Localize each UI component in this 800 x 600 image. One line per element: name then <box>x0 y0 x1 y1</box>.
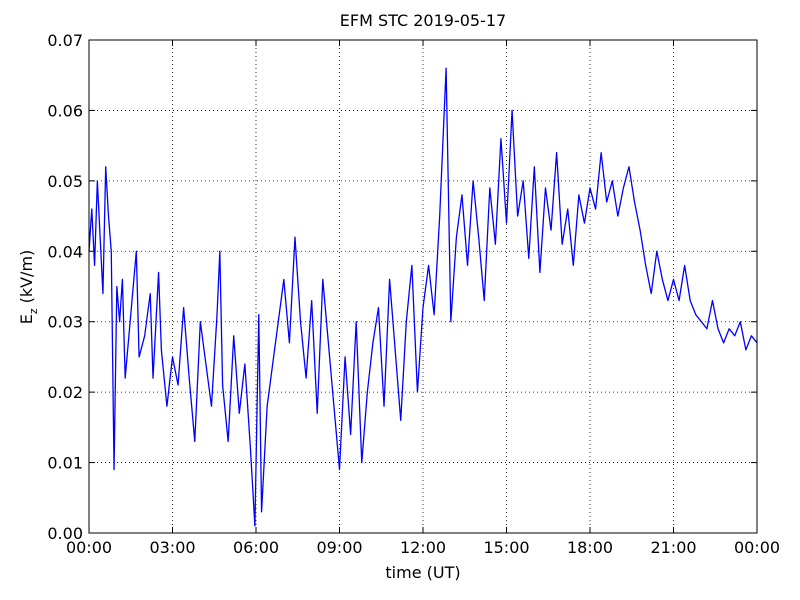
x-tick-label: 03:00 <box>149 538 195 557</box>
y-tick-label: 0.00 <box>47 524 83 543</box>
x-tick-label: 12:00 <box>400 538 446 557</box>
chart-title: EFM STC 2019-05-17 <box>340 11 506 30</box>
y-axis-label: Ez (kV/m) <box>17 250 40 325</box>
y-tick-label: 0.04 <box>47 242 83 261</box>
x-tick-label: 18:00 <box>567 538 613 557</box>
y-tick-label: 0.03 <box>47 313 83 332</box>
y-label-unit: (kV/m) <box>17 250 36 304</box>
x-tick-label: 00:00 <box>734 538 780 557</box>
y-label-sub: z <box>27 308 40 314</box>
x-tick-label: 15:00 <box>483 538 529 557</box>
y-tick-label: 0.05 <box>47 172 83 191</box>
data-line <box>88 67 758 527</box>
y-tick-label: 0.02 <box>47 383 83 402</box>
x-tick-label: 09:00 <box>316 538 362 557</box>
x-tick-label: 21:00 <box>650 538 696 557</box>
y-tick-label: 0.01 <box>47 454 83 473</box>
x-tick-label: 06:00 <box>233 538 279 557</box>
plot-frame <box>88 39 758 534</box>
y-tick-label: 0.07 <box>47 31 83 50</box>
x-tick-label: 00:00 <box>66 538 112 557</box>
y-tick-label: 0.06 <box>47 101 83 120</box>
x-axis-label: time (UT) <box>385 563 460 582</box>
y-label-base: E <box>17 314 36 324</box>
